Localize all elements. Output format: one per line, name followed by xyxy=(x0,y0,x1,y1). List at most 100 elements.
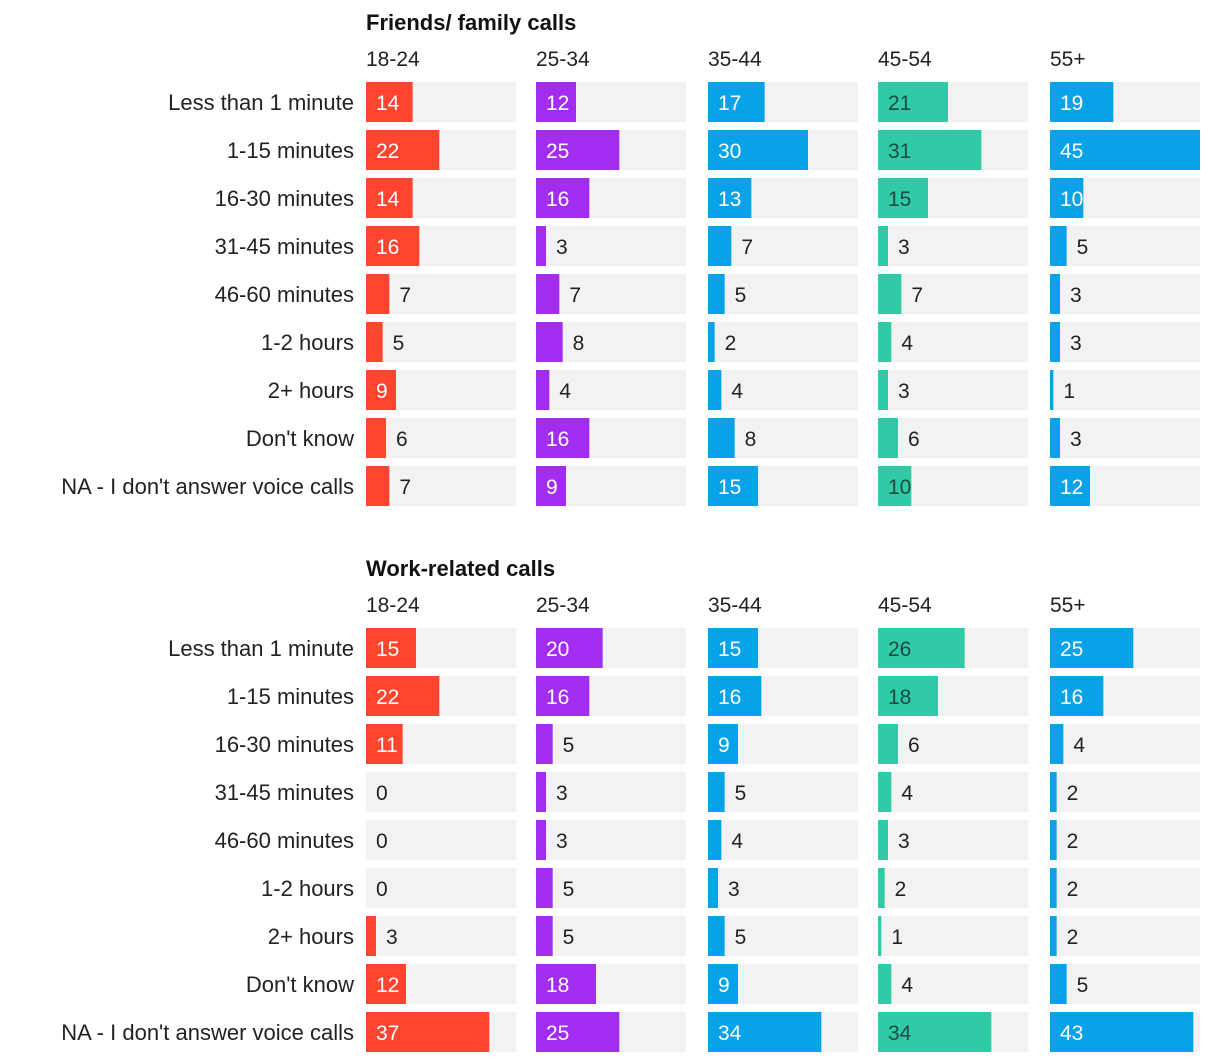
bar xyxy=(1050,628,1134,668)
bar xyxy=(878,226,888,266)
data-label: 15 xyxy=(718,638,741,661)
bar-track xyxy=(366,820,516,860)
data-label: 15 xyxy=(376,638,399,661)
data-label: 4 xyxy=(731,830,743,853)
data-label: 3 xyxy=(1070,428,1082,451)
data-label: 5 xyxy=(1077,974,1089,997)
bar-track xyxy=(366,916,516,956)
bar xyxy=(366,1012,490,1052)
bar-track xyxy=(878,418,1028,458)
row-label: 2+ hours xyxy=(268,924,354,949)
bar xyxy=(878,178,928,218)
bar xyxy=(878,772,892,812)
bar xyxy=(878,820,888,860)
data-label: 31 xyxy=(888,140,911,163)
bar-track xyxy=(536,724,686,764)
column-header: 35-44 xyxy=(708,594,762,617)
bar xyxy=(708,772,725,812)
bar xyxy=(878,628,965,668)
bar-track xyxy=(536,868,686,908)
data-label: 2 xyxy=(895,878,907,901)
data-label: 6 xyxy=(908,428,920,451)
bar xyxy=(536,370,550,410)
data-label: 13 xyxy=(718,188,741,211)
bar-track xyxy=(878,226,1028,266)
bar xyxy=(536,820,546,860)
row-label: Don't know xyxy=(246,426,354,451)
bar xyxy=(536,676,590,716)
data-label: 12 xyxy=(546,92,569,115)
bar xyxy=(1050,466,1090,506)
data-label: 1 xyxy=(891,926,903,949)
bar-track xyxy=(1050,322,1200,362)
data-label: 16 xyxy=(376,236,399,259)
bar xyxy=(536,466,566,506)
bar-track xyxy=(708,322,858,362)
bar xyxy=(878,1012,992,1052)
bar xyxy=(536,628,603,668)
column-header: 55+ xyxy=(1050,594,1086,617)
bar xyxy=(536,274,560,314)
bar xyxy=(366,964,406,1004)
data-label: 20 xyxy=(546,638,569,661)
bar-track xyxy=(708,820,858,860)
bar-track xyxy=(366,322,516,362)
bar xyxy=(366,322,383,362)
bar xyxy=(878,418,898,458)
data-label: 3 xyxy=(728,878,740,901)
bar-track xyxy=(366,274,516,314)
bar-track xyxy=(878,772,1028,812)
data-label: 10 xyxy=(888,476,911,499)
bar xyxy=(878,370,888,410)
data-label: 9 xyxy=(376,380,388,403)
data-label: 8 xyxy=(573,332,585,355)
data-label: 8 xyxy=(745,428,757,451)
data-label: 7 xyxy=(399,476,411,499)
data-label: 16 xyxy=(1060,686,1083,709)
data-label: 4 xyxy=(901,332,913,355)
bar xyxy=(366,178,413,218)
bar-track xyxy=(878,964,1028,1004)
data-label: 25 xyxy=(546,1022,569,1045)
bar xyxy=(708,226,732,266)
bar xyxy=(708,178,752,218)
bar xyxy=(878,82,948,122)
bar xyxy=(536,964,596,1004)
data-label: 4 xyxy=(1073,734,1085,757)
data-label: 16 xyxy=(546,428,569,451)
bar xyxy=(878,964,892,1004)
bar xyxy=(708,868,718,908)
bar-track xyxy=(708,370,858,410)
bar xyxy=(708,628,758,668)
bar xyxy=(366,82,413,122)
row-label: 31-45 minutes xyxy=(215,780,354,805)
bar xyxy=(878,322,892,362)
data-label: 9 xyxy=(718,734,730,757)
bar-track xyxy=(878,274,1028,314)
data-label: 18 xyxy=(546,974,569,997)
data-label: 3 xyxy=(898,830,910,853)
data-label: 2 xyxy=(1067,926,1079,949)
data-label: 0 xyxy=(376,830,388,853)
bar-track xyxy=(878,724,1028,764)
bar xyxy=(708,724,738,764)
row-label: NA - I don't answer voice calls xyxy=(61,474,354,499)
column-header: 35-44 xyxy=(708,48,762,71)
bar xyxy=(708,1012,822,1052)
data-label: 2 xyxy=(1067,878,1079,901)
data-label: 17 xyxy=(718,92,741,115)
data-label: 15 xyxy=(718,476,741,499)
bar-track xyxy=(536,370,686,410)
bar xyxy=(1050,322,1060,362)
bar-track xyxy=(878,370,1028,410)
bar xyxy=(708,130,808,170)
data-label: 18 xyxy=(888,686,911,709)
row-label: 31-45 minutes xyxy=(215,234,354,259)
data-label: 6 xyxy=(908,734,920,757)
data-label: 2 xyxy=(725,332,737,355)
bar-track xyxy=(708,868,858,908)
row-label: 16-30 minutes xyxy=(215,732,354,757)
bar xyxy=(536,1012,620,1052)
bar-track xyxy=(1050,418,1200,458)
